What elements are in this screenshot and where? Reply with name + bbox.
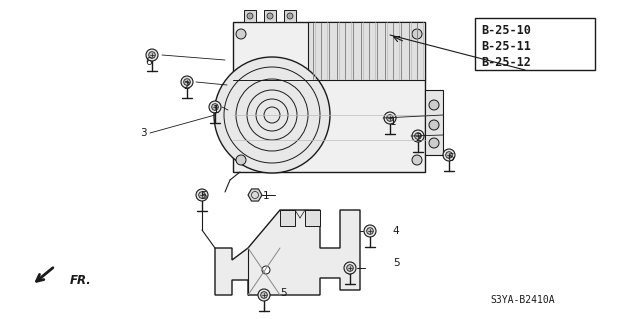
Circle shape <box>429 100 439 110</box>
Circle shape <box>429 138 439 148</box>
Text: 6: 6 <box>145 57 152 67</box>
Circle shape <box>214 57 330 173</box>
Text: 2: 2 <box>415 133 422 143</box>
Circle shape <box>260 292 268 298</box>
Circle shape <box>384 112 396 124</box>
Circle shape <box>412 130 424 142</box>
Circle shape <box>148 52 156 58</box>
Circle shape <box>236 29 246 39</box>
Circle shape <box>262 266 270 274</box>
Text: 5: 5 <box>393 258 399 268</box>
Polygon shape <box>215 210 360 295</box>
Text: B-25-11: B-25-11 <box>481 41 531 54</box>
Polygon shape <box>284 10 296 22</box>
Polygon shape <box>425 90 443 155</box>
Text: B-25-10: B-25-10 <box>481 25 531 38</box>
Text: 4: 4 <box>392 226 399 236</box>
Circle shape <box>367 228 373 234</box>
Circle shape <box>347 265 353 271</box>
Circle shape <box>258 289 270 301</box>
Circle shape <box>412 29 422 39</box>
Circle shape <box>184 79 190 85</box>
Text: 6: 6 <box>447 153 454 163</box>
Circle shape <box>387 115 394 121</box>
Circle shape <box>443 149 455 161</box>
Circle shape <box>236 155 246 165</box>
Text: S3YA-B2410A: S3YA-B2410A <box>490 295 555 305</box>
Polygon shape <box>475 18 595 70</box>
Text: 5: 5 <box>200 191 207 201</box>
Polygon shape <box>305 210 320 226</box>
Text: 1: 1 <box>213 105 220 115</box>
Text: 3: 3 <box>140 128 147 138</box>
Polygon shape <box>264 10 276 22</box>
Polygon shape <box>280 210 295 226</box>
Text: FR.: FR. <box>70 275 92 287</box>
Polygon shape <box>244 10 256 22</box>
Circle shape <box>247 13 253 19</box>
Circle shape <box>287 13 293 19</box>
Polygon shape <box>248 189 262 201</box>
Circle shape <box>267 13 273 19</box>
Circle shape <box>146 49 158 61</box>
Text: 1: 1 <box>263 191 269 201</box>
Circle shape <box>212 104 218 110</box>
Circle shape <box>412 155 422 165</box>
Circle shape <box>196 189 208 201</box>
Circle shape <box>415 133 421 139</box>
Text: 2: 2 <box>183 81 189 91</box>
Circle shape <box>198 192 205 198</box>
Circle shape <box>181 76 193 88</box>
Circle shape <box>346 266 354 274</box>
Circle shape <box>344 262 356 274</box>
Text: 1: 1 <box>390 117 397 127</box>
Circle shape <box>364 225 376 237</box>
Polygon shape <box>233 22 425 172</box>
Circle shape <box>209 101 221 113</box>
Text: 5: 5 <box>280 288 287 298</box>
Polygon shape <box>308 22 425 80</box>
Circle shape <box>445 152 452 158</box>
Text: B-25-12: B-25-12 <box>481 56 531 70</box>
Circle shape <box>429 120 439 130</box>
